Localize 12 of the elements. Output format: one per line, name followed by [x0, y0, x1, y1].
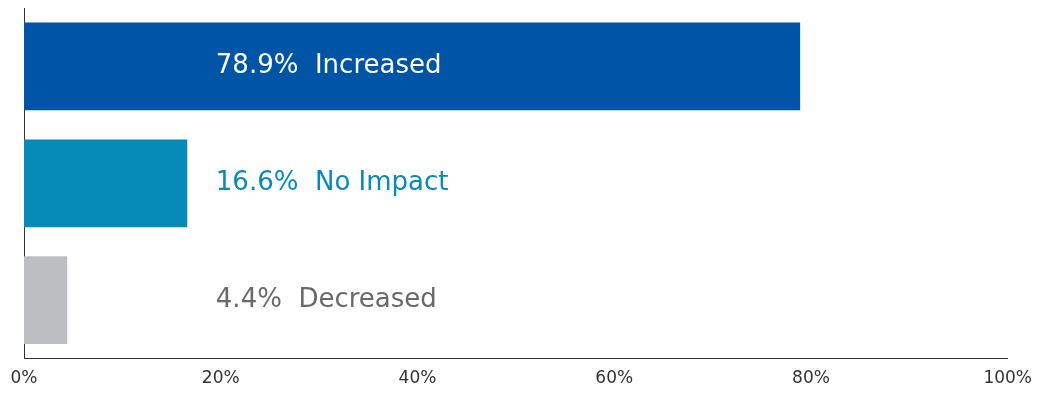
x-tick-label: 0%	[10, 367, 38, 388]
x-tick-label: 60%	[595, 367, 634, 388]
bar	[24, 256, 68, 344]
text: 4.4% Decreased	[215, 282, 437, 313]
x-tick-label: 80%	[792, 367, 830, 388]
bar	[24, 22, 801, 111]
x-tick-label: 100%	[983, 367, 1032, 388]
x-tick-label: 40%	[398, 367, 437, 388]
text: 78.9% Increased	[215, 49, 442, 80]
x-tick-label: 20%	[201, 367, 240, 388]
bar	[24, 139, 188, 228]
text: 16.6% No Impact	[215, 166, 449, 197]
